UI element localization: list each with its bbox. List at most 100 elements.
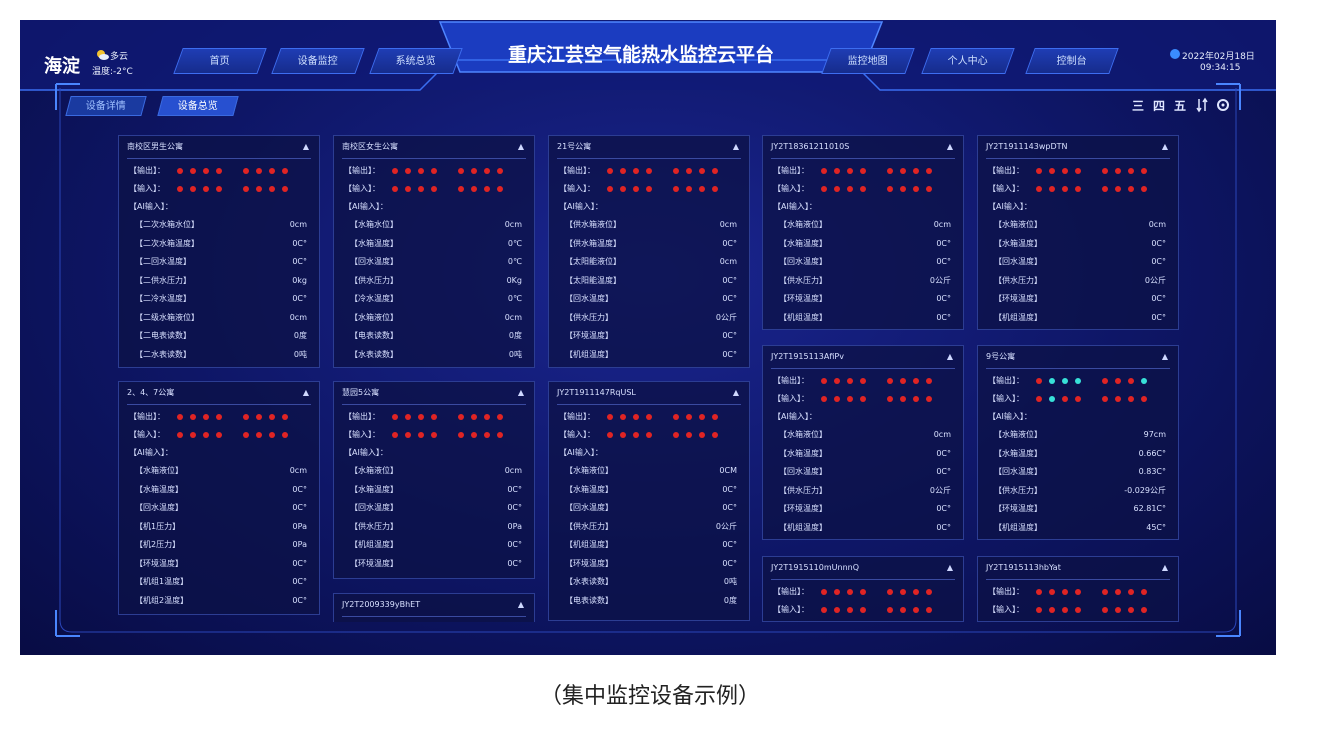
date: 2022年02月18日: [1182, 52, 1255, 62]
card-icon[interactable]: ▲: [517, 142, 524, 151]
card-header: 南校区女生公寓 ▲: [342, 136, 526, 159]
outputs-row: 【输出】：: [988, 164, 1168, 178]
toolbar-icons[interactable]: [1195, 96, 1235, 114]
reading-row: 【机组温度】 0C°: [350, 538, 524, 552]
status-dot: [1115, 396, 1121, 402]
card-icon[interactable]: ▲: [1161, 352, 1168, 361]
status-dot: [484, 168, 490, 174]
reading-label: 【供水压力】: [779, 275, 827, 285]
reading-row: 【水箱温度】 0C°: [350, 483, 524, 497]
card-icon[interactable]: ▲: [517, 600, 524, 609]
reading-value: 0C°: [936, 522, 951, 532]
reading-row: 【二次水箱温度】 0C°: [135, 237, 309, 251]
status-dot: [834, 607, 840, 613]
reading-label: 【电表读数】: [565, 595, 613, 605]
status-dot: [860, 186, 866, 192]
status-dot: [860, 607, 866, 613]
reading-row: 【水表读数】 0吨: [350, 348, 524, 362]
card-title: 南校区男生公寓: [127, 142, 183, 151]
status-dot: [712, 432, 718, 438]
reading-value: 0Pa: [507, 521, 522, 531]
card-icon[interactable]: ▲: [302, 388, 309, 397]
status-dot: [392, 168, 398, 174]
reading-value: 0℃: [507, 294, 522, 303]
status-dot: [405, 168, 411, 174]
inputs-label: 【输入】：: [344, 184, 380, 193]
layout-option[interactable]: 四: [1153, 99, 1166, 113]
reading-label: 【回水温度】: [779, 467, 827, 476]
card-title: JY2T1915110mUnnnQ: [771, 563, 860, 572]
status-dot: [431, 414, 437, 420]
card-icon[interactable]: ▲: [732, 388, 739, 397]
status-dot: [203, 414, 209, 420]
reading-label: 【环境温度】: [994, 294, 1042, 303]
card-icon[interactable]: ▲: [946, 352, 953, 361]
reading-label: 【机2压力】: [135, 540, 181, 549]
inputs-row: 【输入】：: [129, 182, 309, 196]
status-dot: [1115, 589, 1121, 595]
reading-label: 【机组温度】: [565, 349, 613, 359]
status-dot: [458, 432, 464, 438]
status-dot: [1141, 378, 1147, 384]
status-dot: [1102, 168, 1108, 174]
status-dot: [860, 168, 866, 174]
tab[interactable]: 设备总览: [157, 96, 239, 116]
status-dot: [190, 414, 196, 420]
status-dot: [1036, 378, 1042, 384]
reading-value: 97cm: [1143, 430, 1166, 439]
status-dot: [243, 186, 249, 192]
reading-row: 【供水压力】 0公斤: [565, 311, 739, 325]
reading-value: 0C°: [722, 484, 737, 494]
layout-option[interactable]: 五: [1174, 99, 1187, 113]
weather: 多云: [110, 52, 129, 62]
card-icon[interactable]: ▲: [946, 142, 953, 151]
reading-row: 【环境温度】 62.81C°: [994, 502, 1168, 516]
status-dot: [458, 186, 464, 192]
time: 09:34:15: [1200, 63, 1241, 73]
card-title: JY2T18361211010S: [771, 142, 850, 151]
card-icon[interactable]: ▲: [946, 563, 953, 572]
inputs-row: 【输入】：: [344, 182, 524, 196]
layout-option[interactable]: 三: [1132, 99, 1145, 113]
outputs-label: 【输出】：: [344, 166, 380, 175]
ai-label: 【AI输入】：: [344, 448, 388, 457]
reading-row: 【回水温度】 0℃: [350, 255, 524, 269]
card-icon[interactable]: ▲: [1161, 563, 1168, 572]
status-dot: [418, 186, 424, 192]
outputs-row: 【输出】：: [988, 374, 1168, 388]
status-dot: [673, 186, 679, 192]
status-dot: [926, 607, 932, 613]
status-dot: [484, 432, 490, 438]
status-dot: [834, 589, 840, 595]
reading-row: 【水箱液位】 0cm: [779, 218, 953, 232]
reading-value: 45C°: [1146, 522, 1166, 532]
device-card: JY2T1911147RqUSL ▲ 【输出】： 【输入】： 【AI输入】： 【水箱液位】…: [548, 381, 750, 621]
nav-button[interactable]: 设备监控: [271, 48, 365, 74]
card-icon[interactable]: ▲: [517, 388, 524, 397]
device-card: JY2T1911143wpDTN ▲ 【输出】： 【输入】： 【AI输入】： 【水箱液位】…: [977, 135, 1179, 330]
status-dot: [620, 414, 626, 420]
reading-row: 【回水温度】 0C°: [135, 501, 309, 515]
inputs-label: 【输入】：: [988, 184, 1024, 193]
status-dot: [203, 432, 209, 438]
card-header: 慧园5公寓 ▲: [342, 382, 526, 405]
status-dot: [887, 186, 893, 192]
card-icon[interactable]: ▲: [1161, 142, 1168, 151]
card-icon[interactable]: ▲: [732, 142, 739, 151]
card-header: JY2T18361211010S ▲: [771, 136, 955, 159]
card-icon[interactable]: ▲: [302, 142, 309, 151]
nav-button[interactable]: 个人中心: [921, 48, 1015, 74]
reading-value: 0C°: [936, 448, 951, 458]
reading-value: 0C°: [292, 503, 307, 512]
reading-label: 【机组温度】: [779, 522, 827, 532]
reading-row: 【水箱温度】 0C°: [779, 447, 953, 461]
inputs-label: 【输入】：: [559, 184, 595, 193]
status-dot: [1102, 378, 1108, 384]
ai-label: 【AI输入】：: [129, 202, 173, 211]
nav-button[interactable]: 控制台: [1025, 48, 1119, 74]
reading-row: 【供水箱温度】 0C°: [565, 237, 739, 251]
device-card: 南校区男生公寓 ▲ 【输出】： 【输入】： 【AI输入】： 【二次水箱水位】 0cm 【二次水…: [118, 135, 320, 368]
reading-value: 0C°: [292, 238, 307, 248]
nav-button[interactable]: 首页: [173, 48, 267, 74]
tab[interactable]: 设备详情: [65, 96, 147, 116]
